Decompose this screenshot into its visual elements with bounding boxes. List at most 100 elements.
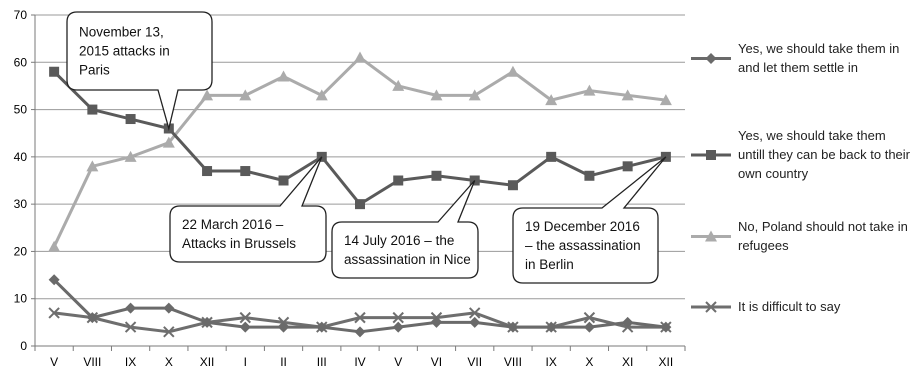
x-tick-label: II <box>280 355 287 369</box>
callout: 22 March 2016 – Attacks in Brussels <box>169 156 327 263</box>
x-marker-stroke <box>354 311 366 324</box>
callout-text-line: in Berlin <box>525 257 574 272</box>
callout-text-line: 19 December 2016 <box>525 219 640 234</box>
legend: Yes, we should take them in and let them … <box>691 41 911 314</box>
data-point-triangle <box>583 84 596 96</box>
callout-box <box>169 156 327 263</box>
data-point-square <box>125 114 136 125</box>
data-point-square <box>202 166 213 177</box>
data-point-triangle <box>392 79 405 91</box>
callout-box <box>331 180 479 279</box>
data-point-diamond <box>583 321 595 333</box>
x-tick-label: V <box>50 355 58 369</box>
data-point-x <box>392 311 404 324</box>
data-point-diamond <box>660 321 672 333</box>
series-layer <box>48 51 672 338</box>
data-point-diamond <box>239 321 251 333</box>
x-tick-label: IV <box>354 355 365 369</box>
data-point-square <box>87 104 98 115</box>
series-line <box>53 70 667 206</box>
x-marker-stroke <box>124 321 137 333</box>
x-tick-label: IX <box>125 355 136 369</box>
data-point-triangle <box>124 150 137 162</box>
x-tick-label: V <box>394 355 402 369</box>
x-tick-label: XII <box>200 355 215 369</box>
data-point-square <box>393 175 404 186</box>
legend-item-1: Yes, we should take them in and let them … <box>691 41 899 75</box>
callout-text-line: assassination in Nice <box>344 252 471 267</box>
data-point-diamond <box>507 321 519 333</box>
data-point-x <box>124 321 137 333</box>
callout-box <box>512 156 667 284</box>
legend-item-3: No, Poland should not take in refugees <box>691 219 908 253</box>
data-point-triangle <box>201 89 214 101</box>
data-point-x <box>163 326 175 338</box>
data-point-diamond <box>86 312 98 324</box>
data-point-triangle <box>468 89 481 101</box>
legend-label-line: own country <box>738 166 809 181</box>
legend-item-2: Yes, we should take them untill they can … <box>691 128 911 181</box>
callout-box <box>66 11 213 132</box>
callout-text-line: 2015 attacks in <box>79 44 170 59</box>
data-point-square <box>278 175 289 186</box>
x-marker-stroke <box>468 307 481 319</box>
data-point-x <box>48 307 60 319</box>
data-point-diamond <box>354 326 366 338</box>
legend-label-line: No, Poland should not take in <box>738 219 908 234</box>
y-tick-label: 40 <box>14 150 28 164</box>
data-point-triangle <box>86 160 99 172</box>
legend-item-4: It is difficult to say <box>691 299 841 314</box>
x-tick-label: VIII <box>504 355 522 369</box>
data-point-triangle <box>659 94 672 106</box>
y-tick-label: 60 <box>14 55 28 69</box>
legend-label-line: and let them settle in <box>738 60 858 75</box>
y-tick-label: 70 <box>14 8 28 22</box>
x-marker-stroke <box>48 307 60 319</box>
data-point-triangle <box>430 89 443 101</box>
data-point-diamond <box>278 321 290 333</box>
data-point-triangle <box>545 94 558 106</box>
legend-label-line: untill they can be back to their <box>738 147 911 162</box>
series-3 <box>48 51 672 252</box>
x-tick-label: I <box>244 355 247 369</box>
series-1 <box>48 274 672 338</box>
data-point-triangle <box>705 230 717 242</box>
callout-text-line: Attacks in Brussels <box>182 236 296 251</box>
data-point-square <box>507 180 518 191</box>
series-line <box>53 278 667 334</box>
data-point-diamond <box>705 53 717 64</box>
x-tick-label: X <box>585 355 593 369</box>
x-tick-label: III <box>317 355 327 369</box>
callouts-layer: November 13, 2015 attacks in Paris 22 March… <box>66 11 667 284</box>
data-point-square <box>355 199 365 210</box>
data-point-square <box>49 66 60 77</box>
data-point-triangle <box>315 89 328 101</box>
callout-text-line: Paris <box>79 63 110 78</box>
y-tick-label: 20 <box>14 244 28 258</box>
legend-label-line: refugees <box>738 238 789 253</box>
x-marker-stroke <box>392 311 404 324</box>
legend-label-line: It is difficult to say <box>738 299 841 314</box>
x-tick-label: IX <box>546 355 557 369</box>
data-point-diamond <box>622 316 634 328</box>
data-point-triangle <box>354 51 366 63</box>
x-tick-label: VI <box>431 355 442 369</box>
legend-label-line: Yes, we should take them <box>738 128 886 143</box>
data-point-diamond <box>48 274 60 286</box>
x-marker-stroke <box>163 326 175 338</box>
callout: 19 December 2016 – the assassination in Be… <box>512 156 667 284</box>
callout-text-line: 22 March 2016 – <box>182 217 284 232</box>
data-point-diamond <box>163 302 175 314</box>
data-point-diamond <box>316 321 328 333</box>
data-point-square <box>622 161 633 172</box>
data-point-x <box>705 301 717 313</box>
data-point-diamond <box>469 316 481 328</box>
data-point-diamond <box>430 316 442 328</box>
data-point-triangle <box>48 240 61 252</box>
data-point-square <box>240 166 251 177</box>
data-point-x <box>354 311 366 324</box>
y-tick-label: 0 <box>20 339 27 353</box>
x-marker-stroke <box>705 301 717 313</box>
